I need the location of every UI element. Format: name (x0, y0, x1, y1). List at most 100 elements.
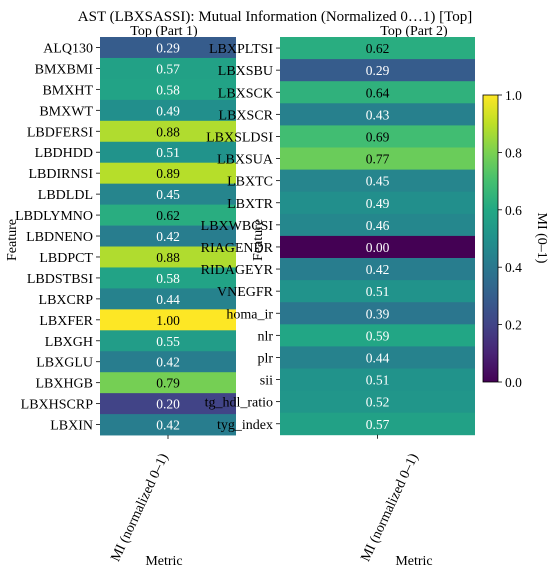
heatmap-cell (100, 162, 236, 185)
cell-value-label: 0.44 (156, 292, 180, 307)
chart-title: AST (LBXSASSI): Mutual Information (Norm… (78, 9, 472, 25)
heatmap-cell (280, 412, 475, 436)
y-tick-label: ALQ130 (43, 41, 93, 56)
heatmap-cell (280, 390, 475, 414)
cell-value-label: 0.51 (156, 145, 180, 160)
heatmap-cell (100, 141, 236, 164)
heatmap-cell (100, 99, 236, 122)
heatmap-cell (100, 414, 236, 436)
cell-value-label: 0.64 (366, 85, 390, 100)
y-tick-label: plr (257, 351, 273, 366)
panel-top-part-1: Top (Part 1) Feature Metric MI (normaliz… (5, 24, 236, 569)
cell-value-label: 0.46 (366, 218, 390, 233)
y-tick-label: LBXFER (39, 314, 93, 329)
y-tick-label: LBXPLTSI (209, 42, 273, 57)
cell-value-label: 0.49 (366, 196, 390, 211)
heatmap-cell (280, 213, 475, 237)
x-axis-label: Metric (395, 554, 432, 569)
heatmap-cell (100, 78, 236, 101)
cell-value-label: 0.20 (156, 397, 180, 412)
y-tick-label: homa_ir (226, 307, 273, 322)
y-axis-label: Feature (251, 219, 266, 261)
cell-value-label: 0.29 (156, 40, 180, 55)
y-tick-label: LBDIRNSI (28, 167, 93, 182)
colorbar-tick-label: 0.8 (505, 145, 522, 160)
cell-value-label: 0.42 (156, 355, 180, 370)
cell-value-label: 0.45 (156, 187, 180, 202)
y-tick-label: sii (260, 374, 273, 389)
heatmap-cell (280, 280, 475, 303)
colorbar-tick-label: 0.6 (505, 203, 522, 218)
y-tick-label: LBDLYMNO (15, 209, 93, 224)
cell-value-label: 0.51 (366, 284, 390, 299)
heatmap-cell (280, 258, 475, 281)
heatmap-cell (100, 120, 236, 143)
y-tick-label: RIAGENDR (201, 241, 274, 256)
y-tick-label: LBXHGB (35, 377, 93, 392)
cell-value-label: 0.51 (366, 373, 390, 388)
y-tick-label: LBDFERSI (27, 125, 93, 140)
column-tick-label: MI (normalized 0–1) (358, 451, 421, 564)
y-tick-label: LBXGLU (36, 356, 93, 371)
y-tick-label: LBXSUA (217, 153, 274, 168)
cell-value-label: 0.59 (366, 328, 390, 343)
heatmap-cell (100, 246, 236, 268)
y-tick-label: RIDAGEYR (201, 263, 274, 278)
colorbar-label: MI (0–1) (534, 213, 549, 264)
y-tick-label: LBXSCR (219, 108, 274, 123)
cell-value-label: 0.62 (366, 41, 390, 56)
cell-value-label: 0.42 (156, 418, 180, 433)
y-tick-label: LBXGH (45, 335, 93, 350)
y-tick-label: BMXWT (39, 104, 93, 119)
heatmap-cell (280, 302, 475, 325)
heatmap-cell (100, 372, 236, 394)
cell-value-label: 0.44 (366, 350, 390, 365)
cell-value-label: 0.52 (366, 395, 390, 410)
y-tick-label: LBXHSCRP (21, 398, 94, 413)
cell-value-label: 0.29 (366, 63, 390, 78)
y-tick-label: nlr (257, 329, 273, 344)
heatmap-cell (280, 59, 475, 82)
y-tick-label: tg_hdl_ratio (205, 396, 273, 411)
heatmap-cell (280, 191, 475, 215)
heatmap-cell (100, 393, 236, 415)
cell-value-label: 0.88 (156, 124, 180, 139)
colorbar: MI (0–1) 0.0 0.2 0.4 0.6 0.8 1.0 (482, 88, 549, 390)
heatmap-cell (280, 346, 475, 369)
cell-value-label: 0.42 (366, 262, 390, 277)
cell-value-label: 0.58 (156, 82, 180, 97)
y-tick-label: LBXSCK (218, 86, 273, 101)
y-tick-label: LBXSLDSI (206, 130, 273, 145)
y-tick-label: BMXBMI (35, 62, 94, 77)
cell-value-label: 0.58 (156, 271, 180, 286)
heatmap-cell (100, 351, 236, 373)
heatmap-cell (280, 147, 475, 170)
cell-value-label: 0.89 (156, 166, 180, 181)
cell-value-label: 1.00 (156, 313, 180, 328)
colorbar-tick-label: 0.2 (505, 318, 522, 333)
column-tick-label: MI (normalized 0–1) (108, 451, 171, 564)
cell-value-label: 0.39 (366, 306, 390, 321)
colorbar-gradient (482, 94, 499, 383)
heatmap-cell (280, 368, 475, 391)
cell-value-label: 0.69 (366, 129, 390, 144)
colorbar-tick-label: 0.4 (505, 260, 522, 275)
x-axis-label: Metric (145, 554, 182, 569)
cell-value-label: 0.88 (156, 250, 180, 265)
colorbar-tick-label: 1.0 (505, 88, 522, 103)
y-tick-label: LBXSBU (218, 64, 273, 79)
panel-top-part-2: Top (Part 2) Feature Metric MI (normaliz… (201, 24, 475, 569)
cell-value-label: 0.00 (366, 240, 390, 255)
y-axis-label: Feature (5, 219, 20, 261)
y-tick-label: LBXWBCSI (201, 219, 274, 234)
heatmap-cell (280, 81, 475, 104)
cell-value-label: 0.55 (156, 334, 180, 349)
y-tick-label: LBDPCT (39, 251, 93, 266)
y-tick-label: LBDLDL (38, 188, 93, 203)
cell-value-label: 0.45 (366, 174, 390, 189)
cell-value-label: 0.62 (156, 208, 180, 223)
cell-value-label: 0.49 (156, 103, 180, 118)
y-tick-label: LBXTC (227, 175, 273, 190)
y-tick-label: tyg_index (217, 418, 273, 433)
cell-value-label: 0.42 (156, 229, 180, 244)
